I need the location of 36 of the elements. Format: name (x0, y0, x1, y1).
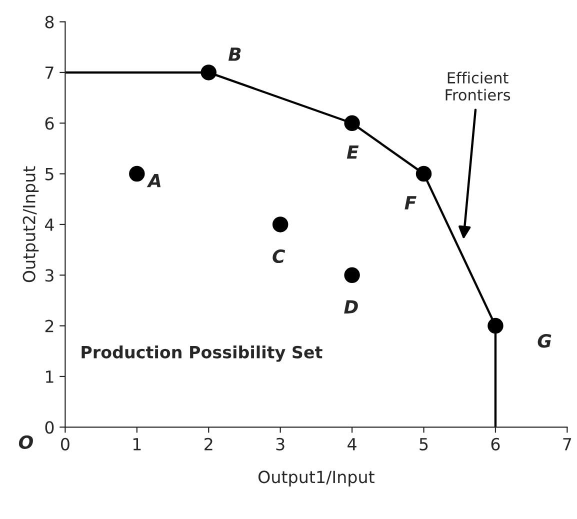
y-tick-label: 3 (45, 269, 54, 282)
annotation: B (228, 48, 241, 61)
annotation: A (146, 174, 160, 188)
point (416, 166, 432, 182)
x-tick-label: 5 (420, 438, 428, 450)
point (272, 216, 288, 232)
annotation: F (404, 196, 416, 210)
x-tick-label: 1 (133, 438, 141, 450)
x-tick-label: 6 (491, 438, 500, 450)
annotation: E (346, 146, 359, 159)
x-tick-label: 3 (276, 438, 284, 450)
x-tick-label: 4 (348, 438, 356, 450)
annotation: G (538, 334, 552, 348)
point (344, 267, 360, 284)
y-tick-label: 4 (44, 218, 54, 231)
annotation: C (272, 249, 286, 264)
annotation: Efficient Frontiers (446, 72, 510, 101)
y-tick-label: 7 (46, 66, 54, 79)
y-axis-title: Output2/Input (22, 166, 39, 282)
annotation: D (344, 300, 358, 314)
y-tick-label: 1 (46, 370, 54, 383)
point (200, 64, 216, 80)
y-tick-label: 8 (45, 16, 54, 28)
point (129, 166, 145, 182)
point (344, 115, 360, 131)
y-tick-label: 5 (45, 168, 54, 180)
x-tick-label: 7 (563, 438, 572, 450)
point (488, 318, 504, 334)
y-tick-label: 0 (45, 421, 54, 434)
annotation: Production Possibility Set (82, 346, 322, 362)
x-tick-label: 2 (204, 438, 212, 450)
text: O (18, 435, 33, 449)
y-tick-label: 2 (45, 320, 54, 332)
y-tick-label: 6 (45, 117, 54, 130)
x-tick-label: 0 (61, 438, 70, 450)
x-axis-title: Output1/Input (258, 470, 374, 486)
